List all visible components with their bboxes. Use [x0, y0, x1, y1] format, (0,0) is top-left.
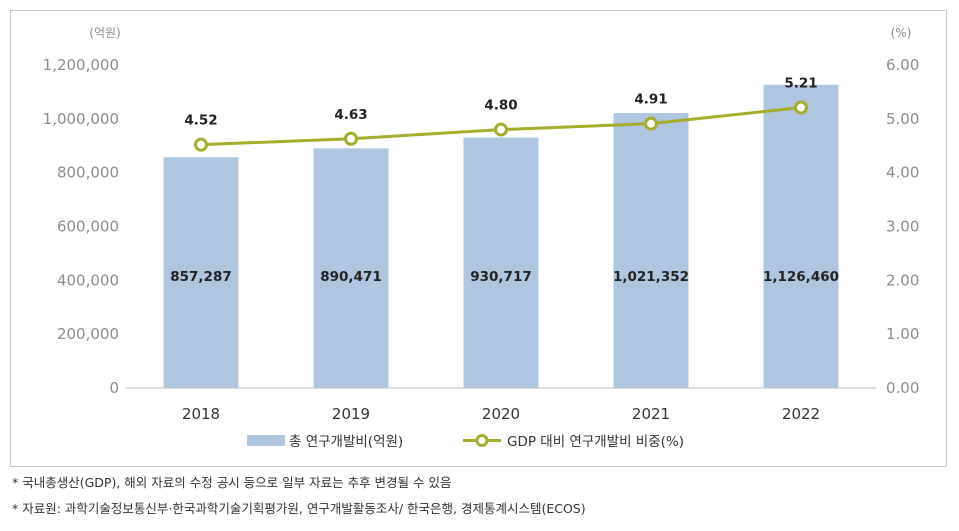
bar-value-label: 930,717 [470, 269, 532, 285]
right-axis-unit: (%) [891, 26, 912, 40]
bar-value-label: 857,287 [170, 269, 232, 285]
legend-line-label: GDP 대비 연구개발비 비중(%) [507, 434, 684, 450]
x-tick-label: 2020 [482, 405, 520, 423]
x-tick-label: 2022 [782, 405, 820, 423]
bar [463, 137, 539, 388]
line-value-label: 4.80 [484, 98, 517, 114]
bar-value-label: 890,471 [320, 269, 382, 285]
bar-series [163, 84, 839, 388]
x-tick-label: 2019 [332, 405, 370, 423]
combo-chart: (억원) (%) 0 200,000 400,000 600,000 800,000 1,… [43, 26, 920, 450]
line-value-label: 5.21 [784, 76, 817, 92]
bar-value-labels: 857,287 890,471 930,717 1,021,352 1,126,460 [170, 269, 839, 285]
chart-frame: (억원) (%) 0 200,000 400,000 600,000 800,000 1,… [10, 10, 947, 467]
line-value-label: 4.52 [184, 113, 217, 129]
left-tick-label: 1,200,000 [43, 56, 119, 74]
x-tick-label: 2018 [182, 405, 220, 423]
bar [763, 84, 839, 388]
right-tick-label: 3.00 [886, 218, 919, 236]
left-tick-label: 200,000 [57, 325, 119, 343]
left-tick-label: 600,000 [57, 218, 119, 236]
line-point [194, 137, 208, 152]
bar-value-label: 1,126,460 [763, 269, 839, 285]
line-point [644, 116, 658, 131]
left-tick-label: 800,000 [57, 164, 119, 182]
line-value-label: 4.63 [334, 107, 367, 123]
legend-bar-label: 총 연구개발비(억원) [289, 434, 403, 450]
left-tick-label: 1,000,000 [43, 110, 119, 128]
right-tick-label: 6.00 [886, 56, 919, 74]
right-axis: 0.00 1.00 2.00 3.00 4.00 5.00 6.00 [886, 56, 919, 397]
footnote-2: * 자료원: 과학기술정보통신부·한국과학기술기획평가원, 연구개발활동조사/ … [12, 501, 586, 516]
bar [163, 157, 239, 388]
right-tick-label: 2.00 [886, 271, 919, 289]
legend-bar-swatch [247, 435, 285, 446]
line-series: 4.52 4.63 4.80 4.91 5.21 [184, 76, 818, 152]
line-point [344, 131, 358, 146]
right-tick-label: 0.00 [886, 379, 919, 397]
left-axis: 0 200,000 400,000 600,000 800,000 1,000,000 1,… [43, 56, 119, 397]
footnote-1: * 국내총생산(GDP), 해외 자료의 수정 공시 등으로 일부 자료는 추후… [12, 475, 452, 490]
bar [313, 148, 389, 388]
bar [613, 113, 689, 388]
left-tick-label: 400,000 [57, 271, 119, 289]
left-tick-label: 0 [109, 379, 119, 397]
bar-value-label: 1,021,352 [613, 269, 689, 285]
right-tick-label: 1.00 [886, 325, 919, 343]
x-tick-label: 2021 [632, 405, 670, 423]
right-tick-label: 5.00 [886, 110, 919, 128]
legend: 총 연구개발비(억원) GDP 대비 연구개발비 비중(%) [247, 434, 684, 450]
right-tick-label: 4.00 [886, 164, 919, 182]
left-axis-unit: (억원) [89, 26, 120, 40]
line-point [794, 100, 808, 115]
x-axis: 2018 2019 2020 2021 2022 [182, 405, 820, 423]
line-value-label: 4.91 [634, 92, 667, 108]
line-point [494, 122, 508, 137]
legend-line-marker [475, 434, 489, 447]
